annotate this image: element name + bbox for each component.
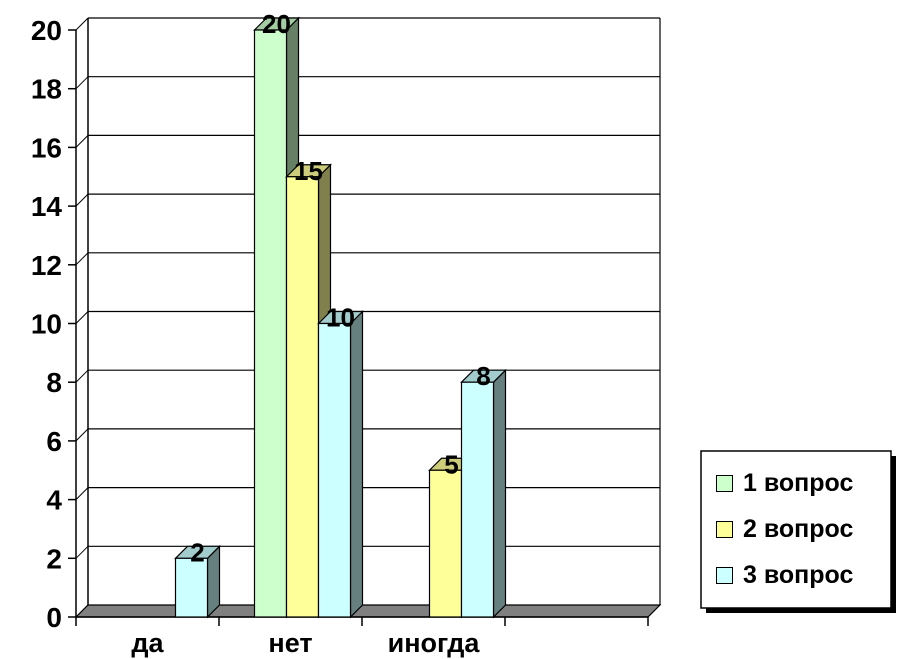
y-tick-label: 20 [31, 15, 62, 46]
bar-front [174, 557, 209, 618]
bar-front [253, 29, 288, 618]
legend-swatch [716, 566, 733, 584]
floor [74, 604, 662, 618]
gridlines [75, 17, 660, 618]
data-label: 15 [294, 156, 323, 186]
y-tick-label: 14 [31, 191, 63, 222]
y-tick-label: 18 [31, 74, 62, 105]
x-category-label: нет [268, 628, 312, 658]
legend-swatch [716, 520, 733, 538]
data-label: 5 [444, 449, 458, 479]
legend-label: 2 вопрос [743, 514, 854, 543]
x-category-label: иногда [388, 628, 481, 658]
bar-front [460, 381, 495, 618]
gridline-side [75, 311, 89, 324]
gridline-side [75, 252, 89, 266]
y-tick-label: 16 [31, 132, 62, 163]
bar [460, 368, 507, 619]
y-tick-label: 10 [31, 309, 62, 340]
bar-front [285, 176, 320, 618]
axes [68, 18, 661, 626]
legend-item: 1 вопрос [716, 468, 853, 498]
data-labels: 2 20 15 10 5 8 [190, 9, 490, 567]
legend-item: 3 вопрос [716, 560, 853, 590]
y-tick-label: 2 [46, 543, 62, 574]
y-tick-label: 4 [46, 485, 62, 516]
data-label: 20 [262, 9, 291, 39]
bar-side [492, 368, 507, 619]
gridline-side [75, 369, 89, 383]
chart-floor [74, 604, 662, 618]
legend-swatch [716, 474, 733, 492]
gridline-side [75, 135, 89, 148]
bars [174, 16, 507, 619]
gridline-side [75, 545, 89, 559]
bar-side [349, 310, 364, 619]
bar [174, 544, 221, 619]
bar-front [428, 469, 463, 618]
y-tick-label: 0 [46, 602, 62, 633]
gridline-side [75, 76, 89, 90]
legend: 1 вопрос 2 вопрос 3 вопрос [700, 450, 898, 615]
y-tick-labels: 0 2 4 6 8 10 12 14 16 18 20 [31, 15, 63, 633]
bar [317, 310, 364, 619]
gridline-side [75, 487, 89, 500]
legend-label: 3 вопрос [743, 560, 854, 589]
gridline-side [75, 193, 89, 207]
y-tick-label: 6 [46, 426, 62, 457]
data-label: 10 [326, 303, 355, 333]
data-label: 8 [476, 361, 490, 391]
y-tick-label: 8 [46, 367, 62, 398]
gridline-side [75, 428, 89, 442]
y-tick-label: 12 [31, 250, 62, 281]
data-label: 2 [190, 537, 204, 567]
bar-front [317, 322, 352, 618]
gridline-side [75, 17, 89, 31]
x-category-label: да [131, 628, 164, 658]
legend-label: 1 вопрос [743, 468, 854, 497]
legend-item: 2 вопрос [716, 514, 853, 544]
x-category-labels: да нет иногда [131, 628, 480, 658]
